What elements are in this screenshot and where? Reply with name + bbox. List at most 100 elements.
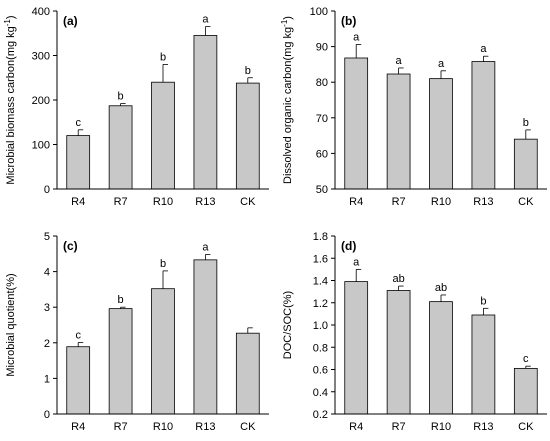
y-tick-label: 5	[44, 231, 50, 243]
bar	[193, 35, 218, 190]
y-tick-label: 0.2	[313, 409, 328, 421]
category-label: R13	[195, 421, 215, 433]
y-tick-label: 100	[310, 6, 328, 18]
y-axis-title-text: Dissolved organic carbon(mg kg	[282, 27, 294, 184]
y-axis-title: Microbial biomass carbon(mg kg-1)	[3, 15, 17, 184]
category-label: R10	[431, 421, 451, 433]
y-axis-title: Microbial quotient(%)	[5, 273, 17, 376]
y-tick-label: 90	[316, 42, 328, 54]
significance-letter: b	[118, 91, 124, 103]
category-label: R4	[349, 196, 363, 208]
category-label: CK	[518, 196, 534, 208]
y-axis-title-superscript: -1	[280, 19, 289, 27]
significance-letter: c	[523, 353, 529, 365]
category-label: R13	[473, 421, 493, 433]
y-tick-label: 1.4	[313, 276, 328, 288]
bar	[108, 308, 133, 415]
significance-letter: ab	[435, 282, 447, 294]
y-axis-title-close: )	[282, 16, 294, 20]
y-tick-label: 0.6	[313, 365, 328, 377]
significance-letter: b	[480, 295, 486, 307]
chart-panel-c: c R4 b R7 b R10 a R13 CK 0 1 2 3 4 5 (c) Microbial quoti…	[5, 231, 269, 433]
y-axis-title-text: Microbial biomass carbon(mg kg	[5, 26, 17, 184]
bar	[344, 281, 369, 415]
y-tick-label: 0.4	[313, 387, 328, 399]
y-tick-label: 100	[32, 140, 50, 152]
y-axis-title-text: Microbial quotient(%)	[5, 273, 17, 376]
category-label: R13	[473, 196, 493, 208]
bar	[235, 82, 260, 190]
significance-letter: ab	[392, 273, 404, 285]
bar	[471, 61, 496, 190]
category-label: R7	[114, 196, 128, 208]
y-tick-label: 0	[44, 409, 50, 421]
y-tick-label: 0	[44, 184, 50, 196]
y-tick-label: 1.6	[313, 253, 328, 265]
category-label: R7	[392, 421, 406, 433]
panel-label: (b)	[341, 14, 356, 28]
significance-letter: b	[245, 65, 251, 77]
bar	[513, 367, 538, 415]
bar	[429, 78, 453, 190]
y-tick-label: 0.8	[313, 342, 328, 354]
y-axis-title-superscript: -1	[3, 19, 12, 27]
category-label: CK	[240, 421, 256, 433]
bar	[344, 57, 369, 190]
category-label: CK	[518, 421, 534, 433]
bar	[151, 81, 175, 190]
significance-letter: a	[353, 256, 360, 268]
bar	[513, 138, 538, 190]
significance-letter: a	[353, 31, 360, 43]
bar	[193, 259, 218, 415]
y-axis-title: Dissolved organic carbon(mg kg-1)	[280, 16, 294, 184]
category-label: R10	[153, 421, 173, 433]
bar	[471, 314, 496, 415]
category-label: R4	[71, 196, 85, 208]
category-label: R10	[431, 196, 451, 208]
category-label: CK	[240, 196, 256, 208]
category-label: R7	[392, 196, 406, 208]
panel-label: (a)	[63, 14, 78, 28]
y-axis-title-text: DOC/SOC(%)	[282, 291, 294, 359]
category-label: R4	[71, 421, 85, 433]
bar	[386, 73, 411, 190]
bar	[386, 290, 411, 415]
panel-label: (d)	[341, 239, 356, 253]
panel-label: (c)	[63, 239, 78, 253]
y-tick-label: 2	[44, 338, 50, 350]
y-tick-label: 60	[316, 148, 328, 160]
y-tick-label: 1.2	[313, 298, 328, 310]
y-axis-title-close: )	[5, 15, 17, 19]
significance-letter: b	[523, 117, 529, 129]
significance-letter: b	[160, 51, 166, 63]
bar	[429, 301, 453, 415]
significance-letter: c	[75, 329, 81, 341]
y-tick-label: 50	[316, 184, 328, 196]
y-tick-label: 1	[44, 373, 50, 385]
bar	[66, 135, 91, 190]
y-tick-label: 70	[316, 113, 328, 125]
significance-letter: a	[202, 14, 209, 26]
y-tick-label: 1.0	[313, 320, 328, 332]
bar	[235, 332, 260, 415]
category-label: R4	[349, 421, 363, 433]
y-tick-label: 4	[44, 267, 50, 279]
bar	[151, 288, 175, 415]
chart-panel-a: c R4 b R7 b R10 a R13 b CK 0 100 200 300 400 (a) Microbi…	[3, 6, 269, 208]
significance-letter: b	[160, 258, 166, 270]
category-label: R7	[114, 421, 128, 433]
category-label: R10	[153, 196, 173, 208]
significance-letter: a	[438, 58, 445, 70]
bar	[108, 105, 133, 190]
y-tick-label: 300	[32, 51, 50, 63]
chart-panel-d: a R4 ab R7 ab R10 b R13 c CK 0.2 0.4 0.6 0.8 1.0 1.2 1.4…	[282, 231, 547, 433]
y-tick-label: 1.8	[313, 231, 328, 243]
significance-letter: a	[480, 43, 487, 55]
significance-letter: a	[396, 55, 403, 67]
bar	[66, 346, 91, 415]
y-tick-label: 200	[32, 95, 50, 107]
significance-letter: b	[118, 294, 124, 306]
chart-panel-b: a R4 a R7 a R10 a R13 b CK 50 60 70 80 90 100 (b) Dissolv…	[280, 6, 547, 208]
significance-letter: c	[75, 117, 81, 129]
